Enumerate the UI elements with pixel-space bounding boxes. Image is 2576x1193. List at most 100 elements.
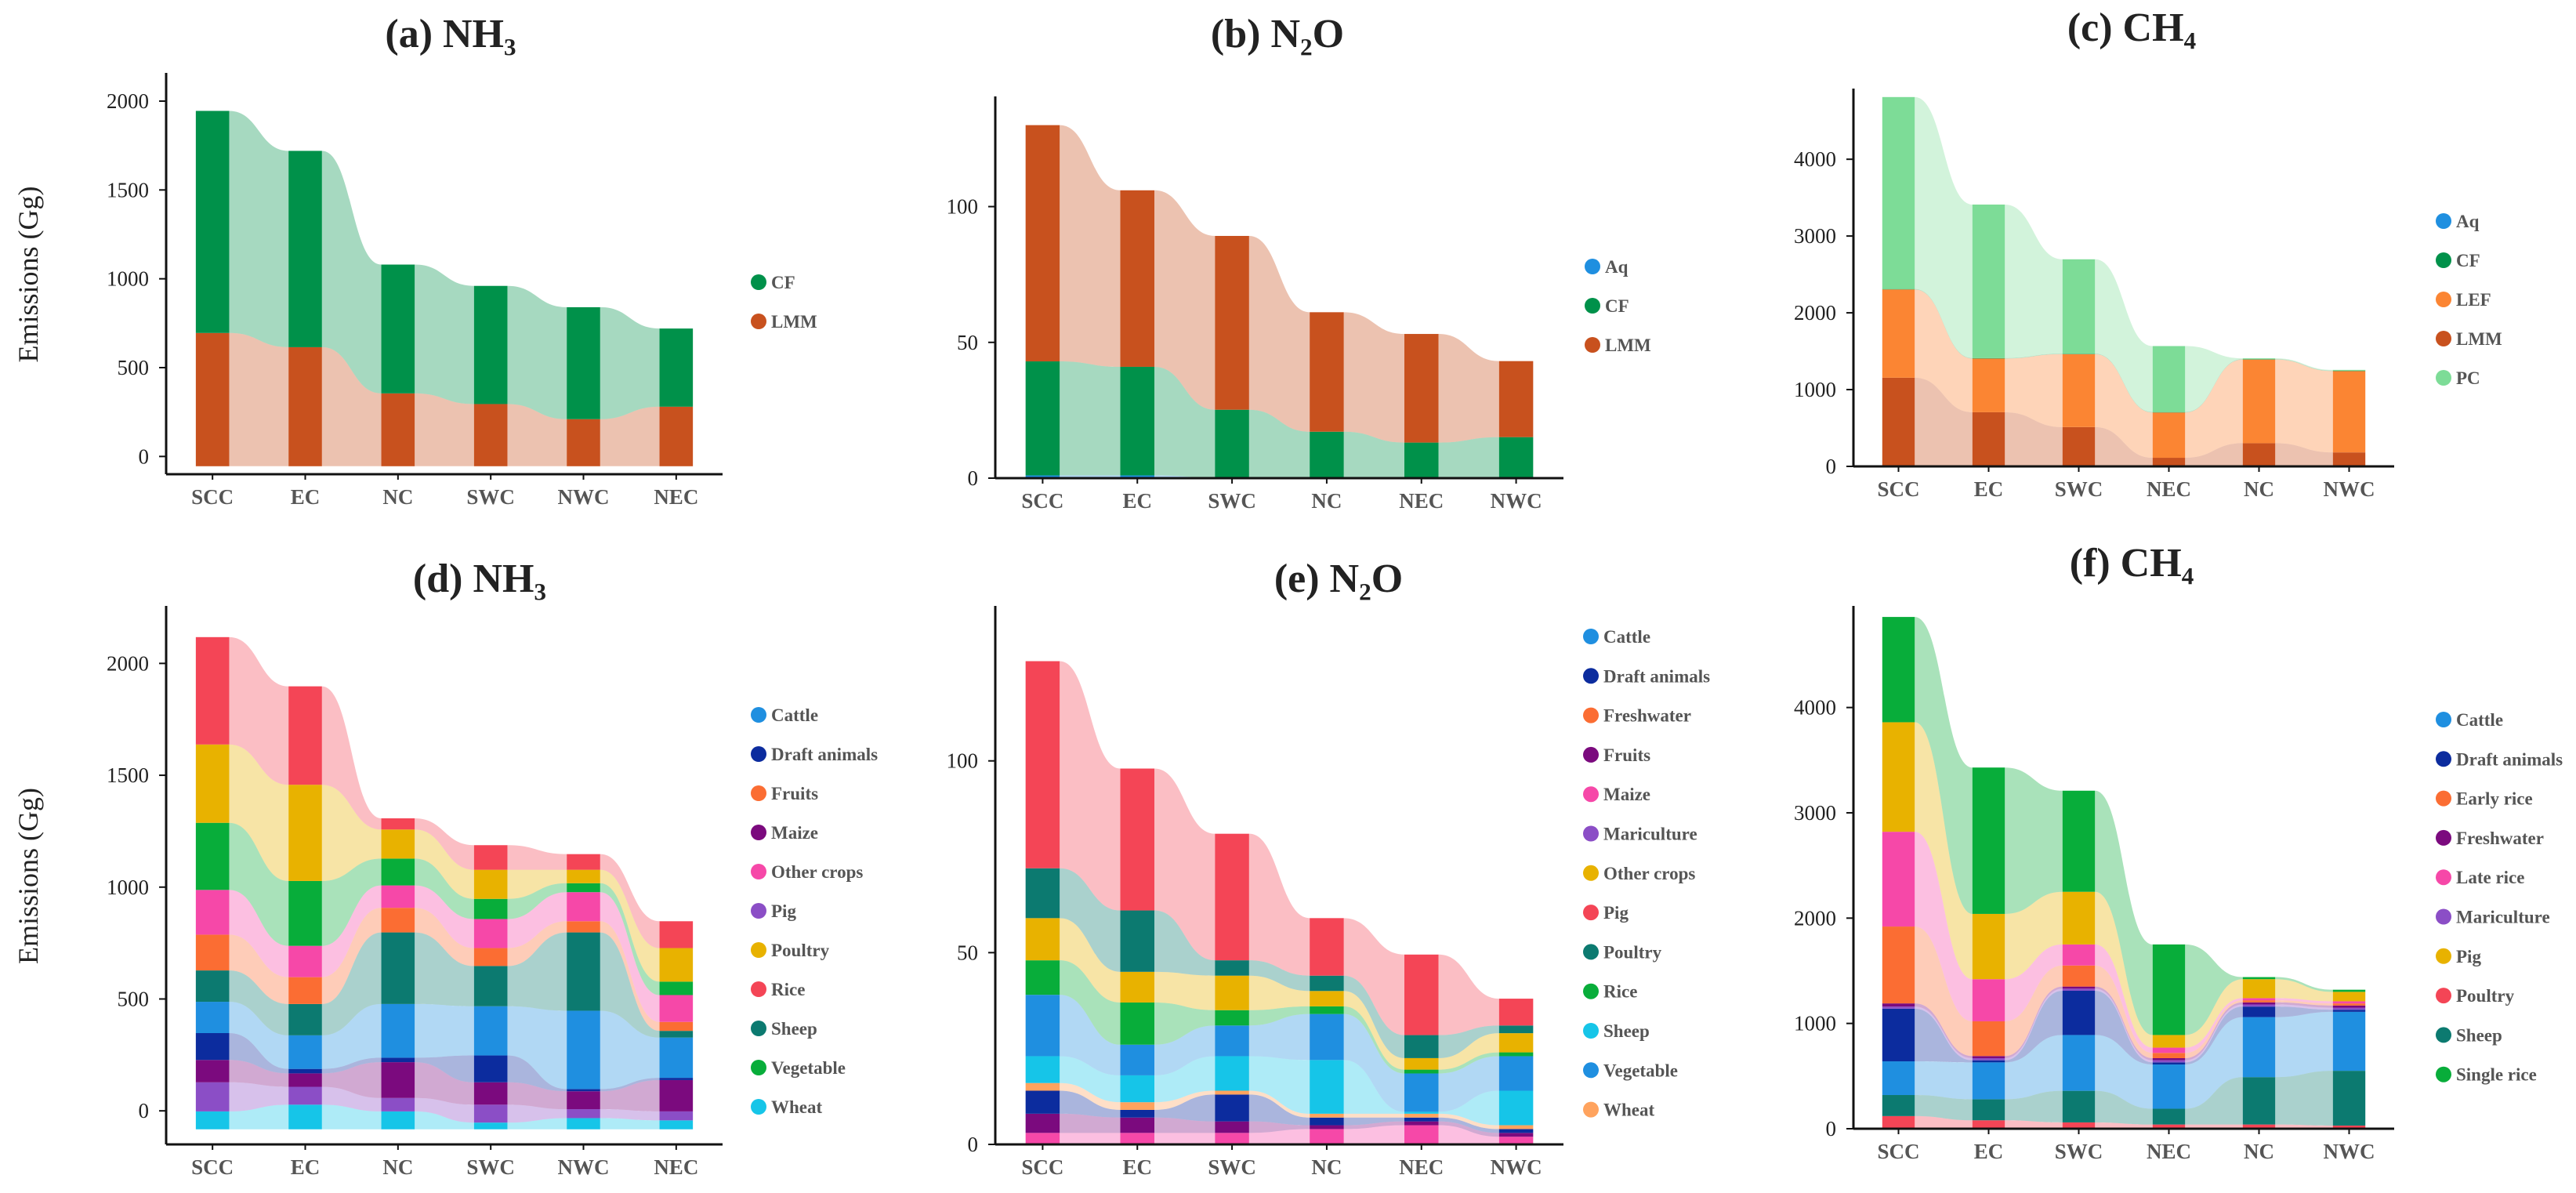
bar-late-rice-swc[interactable] [2062, 944, 2096, 966]
bar-single-rice-nc[interactable] [2242, 977, 2276, 980]
bar-draft-animals-nwc[interactable] [1498, 1129, 1534, 1133]
bar-pig-swc[interactable] [2062, 891, 2096, 945]
bar-other-crops-ec[interactable] [288, 945, 322, 977]
bar-lmm-nc[interactable] [1310, 312, 1344, 432]
bar-sheep-swc[interactable] [473, 966, 508, 1006]
bar-sheep-nec[interactable] [1404, 1111, 1439, 1114]
bar-maize-scc[interactable] [195, 1060, 230, 1082]
bar-draft-animals-swc[interactable] [1215, 1094, 1249, 1122]
bar-cf-ec[interactable] [1972, 357, 2005, 359]
bar-vegetable-swc[interactable] [473, 898, 508, 919]
bar-pig-scc[interactable] [1025, 661, 1060, 868]
bar-maize-nec[interactable] [659, 1079, 694, 1111]
bar-poultry-nc[interactable] [1310, 975, 1344, 992]
bar-cattle-nec[interactable] [1404, 1073, 1439, 1112]
bar-sheep-nec[interactable] [2152, 1108, 2186, 1125]
bar-maize-scc[interactable] [1025, 1133, 1060, 1144]
bar-freshwater-nwc[interactable] [2332, 1005, 2366, 1008]
bar-mariculture-nwc[interactable] [2332, 1007, 2366, 1010]
bar-pig-nc[interactable] [381, 1097, 415, 1111]
bar-lmm-nwc[interactable] [1498, 361, 1534, 437]
bar-cf-nwc[interactable] [567, 306, 600, 419]
bar-early-rice-swc[interactable] [2062, 965, 2096, 987]
bar-vegetable-nwc[interactable] [567, 883, 600, 893]
bar-lmm-nec[interactable] [1404, 334, 1439, 443]
bar-poultry-swc[interactable] [1215, 960, 1249, 976]
bar-rice-nc[interactable] [381, 818, 415, 830]
bar-sheep-ec[interactable] [1972, 1099, 2005, 1121]
bar-pig-ec[interactable] [288, 1086, 322, 1105]
bar-cattle-nc[interactable] [2242, 1017, 2276, 1078]
bar-cattle-ec[interactable] [1972, 1062, 2005, 1100]
bar-vegetable-nc[interactable] [381, 858, 415, 886]
bar-lmm-nec[interactable] [659, 406, 694, 466]
bar-lmm-ec[interactable] [288, 346, 322, 466]
bar-mariculture-scc[interactable] [1882, 1006, 1915, 1009]
bar-freshwater-swc[interactable] [2062, 986, 2096, 989]
bar-rice-nwc[interactable] [567, 854, 600, 870]
bar-lmm-nec[interactable] [2152, 458, 2186, 466]
bar-wheat-nc[interactable] [381, 1111, 415, 1130]
bar-fruits-ec[interactable] [288, 977, 322, 1004]
bar-vegetable-ec[interactable] [288, 880, 322, 946]
bar-cattle-nwc[interactable] [567, 1010, 600, 1090]
bar-lef-scc[interactable] [1882, 289, 1915, 378]
bar-cf-swc[interactable] [1215, 409, 1249, 478]
bar-lef-nwc[interactable] [2332, 371, 2366, 453]
bar-poultry-ec[interactable] [1972, 1120, 2005, 1129]
bar-pig-nwc[interactable] [1498, 999, 1534, 1026]
bar-pig-ec[interactable] [1972, 913, 2005, 980]
bar-poultry-nwc[interactable] [2332, 1125, 2366, 1129]
bar-fruits-nwc[interactable] [1498, 1133, 1534, 1137]
bar-lef-nc[interactable] [2242, 359, 2276, 444]
bar-cf-scc[interactable] [1025, 361, 1060, 476]
bar-wheat-nc[interactable] [1310, 1113, 1344, 1118]
bar-sheep-swc[interactable] [1215, 1056, 1249, 1091]
bar-late-rice-nec[interactable] [2152, 1047, 2186, 1053]
bar-cattle-scc[interactable] [195, 1002, 230, 1034]
bar-other-crops-nc[interactable] [381, 885, 415, 908]
bar-poultry-ec[interactable] [288, 785, 322, 881]
bar-rice-nec[interactable] [659, 921, 694, 948]
bar-draft-animals-scc[interactable] [1882, 1008, 1915, 1062]
bar-sheep-scc[interactable] [1882, 1095, 1915, 1116]
bar-single-rice-nec[interactable] [2152, 944, 2186, 1035]
bar-draft-animals-nwc[interactable] [567, 1089, 600, 1092]
bar-poultry-scc[interactable] [1882, 1115, 1915, 1129]
bar-poultry-swc[interactable] [2062, 1122, 2096, 1129]
bar-freshwater-ec[interactable] [1972, 1056, 2005, 1058]
bar-wheat-swc[interactable] [473, 1122, 508, 1130]
bar-poultry-nec[interactable] [1404, 1035, 1439, 1058]
bar-sheep-nc[interactable] [381, 932, 415, 1004]
bar-lef-swc[interactable] [2062, 354, 2096, 427]
bar-early-rice-ec[interactable] [1972, 1021, 2005, 1057]
bar-wheat-ec[interactable] [1120, 1102, 1155, 1110]
bar-freshwater-nc[interactable] [2242, 1002, 2276, 1005]
bar-pc-ec[interactable] [1972, 204, 2005, 358]
bar-maize-nc[interactable] [381, 1062, 415, 1098]
bar-pc-nec[interactable] [2152, 346, 2186, 412]
bar-draft-animals-ec[interactable] [1120, 1109, 1155, 1118]
bar-poultry-nc[interactable] [2242, 1124, 2276, 1129]
bar-wheat-nwc[interactable] [1498, 1125, 1534, 1130]
bar-poultry-scc[interactable] [195, 744, 230, 823]
bar-fruits-nwc[interactable] [567, 921, 600, 933]
bar-draft-animals-scc[interactable] [195, 1033, 230, 1061]
bar-poultry-nec[interactable] [659, 948, 694, 982]
bar-lmm-ec[interactable] [1972, 412, 2005, 466]
bar-single-rice-scc[interactable] [1882, 617, 1915, 723]
bar-pig-nec[interactable] [2152, 1035, 2186, 1048]
bar-cf-nwc[interactable] [1498, 437, 1534, 478]
bar-poultry-nec[interactable] [2152, 1124, 2186, 1129]
bar-fruits-swc[interactable] [473, 948, 508, 966]
bar-cattle-nwc[interactable] [2332, 1011, 2366, 1072]
bar-rice-ec[interactable] [288, 686, 322, 785]
bar-cattle-nec[interactable] [2152, 1064, 2186, 1109]
bar-maize-ec[interactable] [288, 1073, 322, 1087]
bar-draft-animals-nc[interactable] [2242, 1006, 2276, 1017]
bar-pig-nc[interactable] [2242, 979, 2276, 999]
bar-other-crops-scc[interactable] [195, 890, 230, 935]
bar-draft-animals-ec[interactable] [288, 1068, 322, 1074]
bar-sheep-nc[interactable] [2242, 1077, 2276, 1125]
bar-lmm-nc[interactable] [2242, 443, 2276, 466]
